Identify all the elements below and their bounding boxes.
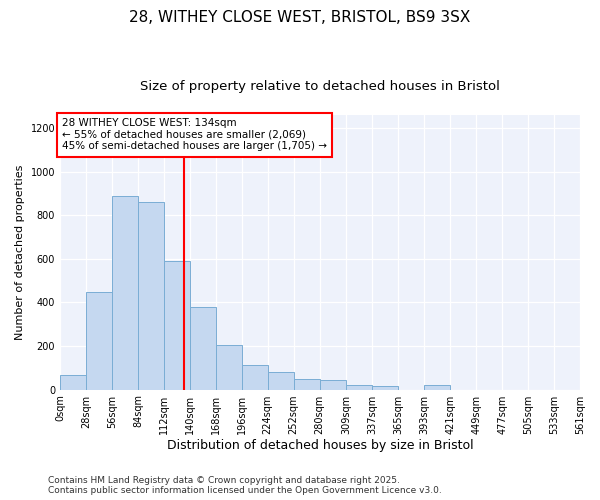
- Bar: [164, 261, 190, 390]
- Text: 28, WITHEY CLOSE WEST, BRISTOL, BS9 3SX: 28, WITHEY CLOSE WEST, BRISTOL, BS9 3SX: [130, 10, 470, 25]
- Bar: [216, 345, 242, 390]
- Bar: [346, 385, 373, 390]
- Bar: [112, 196, 138, 390]
- Bar: [190, 307, 216, 390]
- X-axis label: Distribution of detached houses by size in Bristol: Distribution of detached houses by size …: [167, 440, 473, 452]
- Text: 28 WITHEY CLOSE WEST: 134sqm
← 55% of detached houses are smaller (2,069)
45% of: 28 WITHEY CLOSE WEST: 134sqm ← 55% of de…: [62, 118, 327, 152]
- Bar: [373, 386, 398, 390]
- Text: Contains HM Land Registry data © Crown copyright and database right 2025.
Contai: Contains HM Land Registry data © Crown c…: [48, 476, 442, 495]
- Title: Size of property relative to detached houses in Bristol: Size of property relative to detached ho…: [140, 80, 500, 93]
- Bar: [242, 364, 268, 390]
- Bar: [424, 385, 450, 390]
- Y-axis label: Number of detached properties: Number of detached properties: [15, 164, 25, 340]
- Bar: [138, 202, 164, 390]
- Bar: [60, 376, 86, 390]
- Bar: [293, 378, 320, 390]
- Bar: [268, 372, 293, 390]
- Bar: [320, 380, 346, 390]
- Bar: [86, 292, 112, 390]
